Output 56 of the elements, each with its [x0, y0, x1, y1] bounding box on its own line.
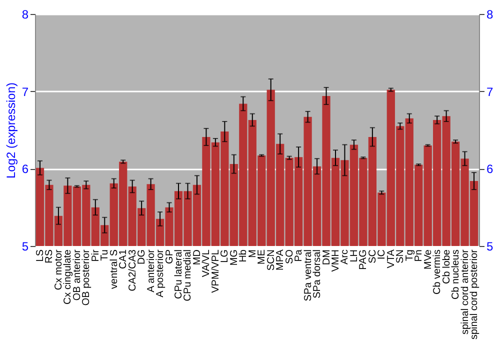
x-tick-label: CA1: [118, 249, 130, 269]
x-tick-label: RS: [44, 249, 56, 264]
x-tick-label: VPM/VPL: [210, 249, 222, 293]
x-tick-label: Pn: [414, 250, 425, 262]
x-tick-label: spinal cord anterior: [460, 248, 471, 335]
x-tick-label: SPa dorsal: [312, 250, 324, 298]
x-tick-label: VA/VL: [201, 249, 212, 278]
y-tick-label: 5: [22, 240, 29, 254]
x-tick-label: DM: [321, 250, 332, 266]
x-tick-label: SPa ventral: [302, 250, 314, 302]
x-tick-label: Cx cingulate: [62, 249, 74, 305]
x-tick-label: OB anterior: [72, 248, 83, 301]
y2-tick-label: 8: [486, 8, 494, 22]
x-tick-label: SO: [284, 249, 296, 264]
x-tick-label: GP: [164, 249, 176, 264]
y-axis-title: Log2 (expression): [4, 82, 18, 179]
x-tick-label: M: [247, 250, 258, 258]
x-tick-label: DG: [136, 249, 148, 264]
x-tick-label: SN: [395, 250, 406, 264]
x-tick-label: SCN: [266, 250, 277, 271]
x-tick-label: VTA: [386, 249, 397, 268]
x-tick-label: CA2/CA3: [127, 249, 138, 292]
y2-tick-label: 5: [486, 240, 494, 254]
x-tick-label: Arc: [340, 250, 351, 264]
x-tick-label: PAG: [358, 249, 370, 270]
x-tick-label: A posterior: [155, 248, 166, 298]
y-tick-label: 7: [22, 84, 29, 99]
x-tick-label: Hb: [238, 249, 250, 262]
x-tick-label: ventral S: [108, 249, 120, 289]
x-tick-label: MPA: [275, 249, 286, 270]
x-tick-label: CPu medial: [182, 250, 194, 302]
x-tick-label: OB posterior: [81, 248, 92, 306]
x-tick-label: spinal cord posterior: [469, 248, 480, 340]
x-tick-label: Pir: [90, 248, 102, 262]
x-tick-label: MG: [228, 249, 240, 266]
x-tick-label: SC: [367, 250, 378, 264]
x-tick-label: VMH: [330, 250, 342, 272]
y-tick-label: 8: [22, 8, 29, 22]
x-tick-label: Pa: [294, 249, 305, 262]
x-tick-label: Cb nucleus: [450, 250, 462, 300]
x-tick-label: LH: [348, 250, 360, 262]
x-tick-label: MVe: [422, 249, 434, 270]
x-tick-label: Tu: [100, 250, 111, 261]
y2-tick-label: 6: [486, 162, 494, 176]
y2-tick-label: 7: [486, 84, 494, 99]
x-tick-label: Cb vermis: [432, 250, 444, 295]
x-tick-label: LG: [220, 249, 231, 263]
x-tick-label: Cx motor: [53, 248, 64, 290]
y-tick-label: 6: [22, 162, 29, 176]
x-tick-label: Cb lobe: [441, 249, 452, 284]
x-tick-label: A anterior: [146, 248, 157, 292]
x-tick-label: IC: [376, 250, 388, 260]
x-tick-label: ME: [256, 249, 268, 264]
x-tick-label: Tg: [404, 250, 416, 262]
x-tick-label: MD: [192, 250, 203, 266]
x-tick-label: LS: [34, 249, 46, 262]
